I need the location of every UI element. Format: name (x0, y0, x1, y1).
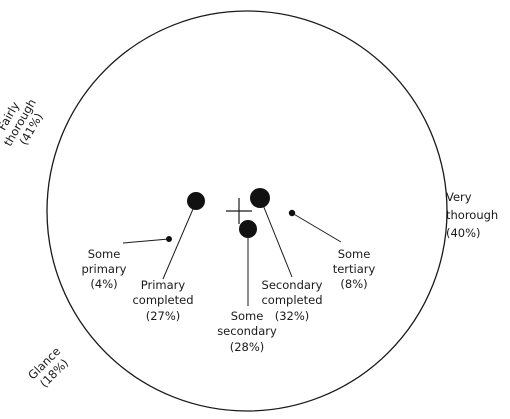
label-some-secondary: Some secondary (28%) (217, 309, 277, 354)
point-label-line: (8%) (340, 277, 367, 291)
point-secondary-completed (250, 188, 270, 208)
point-label-line: completed (261, 293, 322, 307)
point-some-secondary (239, 220, 257, 238)
outer-circle (46, 10, 448, 412)
point-label-line: primary (81, 262, 126, 276)
point-label-line: Primary (141, 278, 186, 292)
point-label-line: (27%) (146, 309, 181, 323)
axis-label-glance: Glance (18%) (25, 344, 71, 390)
leader-line-some-tertiary (291, 212, 342, 243)
axis-label-very-thorough: Very thorough (40%) (446, 190, 498, 240)
axis-label-line: Very (446, 190, 472, 204)
axis-label-fairly-thorough: Fairly thorough (41%) (0, 96, 46, 148)
label-secondary-completed: Secondary completed (32%) (261, 278, 322, 323)
axis-label-line: (40%) (446, 226, 481, 240)
point-some-primary (166, 236, 172, 242)
point-label-line: Secondary (262, 278, 323, 292)
point-label-line: Some (88, 247, 121, 261)
point-label-line: tertiary (333, 262, 376, 276)
point-label-line: completed (132, 293, 193, 307)
leader-line-some-primary (122, 238, 170, 244)
point-label-line: (28%) (230, 340, 265, 354)
point-label-line: (32%) (275, 309, 310, 323)
point-some-tertiary (288, 209, 296, 217)
leader-line-primary-completed (162, 201, 197, 280)
axis-label-line: thorough (446, 208, 498, 222)
point-label-line: Some (231, 309, 264, 323)
point-label-line: secondary (217, 324, 277, 338)
label-some-primary: Some primary (4%) (81, 247, 126, 291)
point-primary-completed (187, 192, 205, 210)
point-label-line: (4%) (90, 277, 117, 291)
point-label-line: Some (338, 247, 371, 261)
center-crosshair (226, 198, 252, 224)
label-primary-completed: Primary completed (27%) (132, 278, 193, 323)
leader-line-secondary-completed (260, 199, 293, 278)
label-some-tertiary: Some tertiary (8%) (333, 247, 376, 291)
